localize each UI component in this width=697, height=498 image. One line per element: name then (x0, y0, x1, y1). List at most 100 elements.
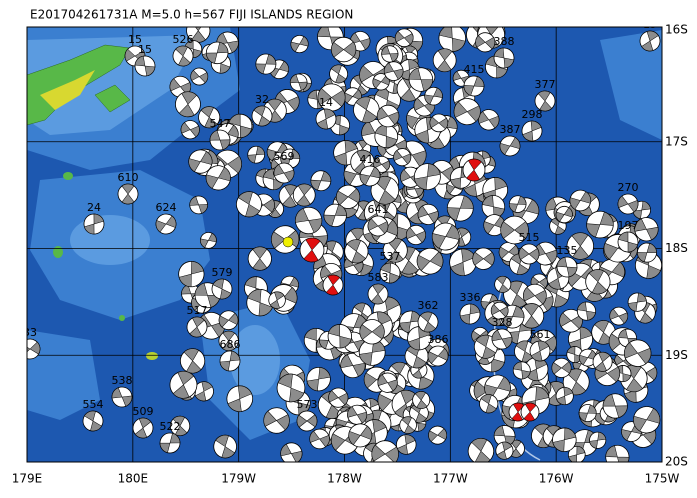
beachball (383, 61, 404, 81)
beachball (211, 278, 233, 300)
beachball-compression (605, 445, 630, 462)
beachball (405, 224, 427, 246)
beachball (576, 301, 597, 321)
beachball (199, 231, 217, 249)
beachball (134, 55, 156, 77)
beachball-compression (522, 120, 542, 142)
beachball-compression (348, 425, 373, 446)
beachball (268, 291, 286, 309)
beachball-compression (290, 36, 309, 52)
beachball (417, 311, 439, 333)
beachball-compression (424, 87, 443, 105)
beachball-compression (371, 444, 399, 462)
beachball (481, 195, 506, 219)
depth-label: 15 (128, 33, 142, 46)
depth-label: 554 (83, 398, 104, 411)
beachball-compression (466, 158, 482, 182)
beachball-compression (475, 35, 496, 50)
beachball (82, 410, 104, 432)
beachball-compression (555, 207, 573, 222)
beachball (393, 148, 412, 167)
beachball-compression (617, 195, 639, 213)
beachball (83, 213, 105, 235)
beachball (602, 393, 628, 419)
beachball (428, 425, 448, 445)
beachball-compression (290, 74, 308, 91)
beachball-compression (523, 402, 537, 422)
beachball (309, 428, 330, 450)
beachball-compression (296, 183, 312, 207)
beachball (589, 431, 607, 449)
beachball-compression (493, 47, 515, 69)
depth-label: 298 (522, 108, 543, 121)
beachball (453, 98, 481, 126)
beachball (358, 339, 386, 366)
beachball-compression (641, 30, 659, 52)
beachball-compression (518, 247, 540, 261)
beachball (186, 316, 208, 338)
beachball (117, 183, 139, 205)
beachball-compression (618, 231, 638, 253)
longitude-label: 179W (221, 472, 256, 486)
beachball-compression (273, 164, 295, 182)
beachball-compression (309, 430, 330, 448)
beachball (408, 67, 434, 92)
beachball (605, 444, 630, 462)
depth-label: 526 (173, 33, 194, 46)
beachball-compression (578, 404, 597, 422)
beachball (330, 36, 357, 63)
beachball-compression (205, 166, 231, 189)
beachball (290, 35, 309, 54)
depth-label: 135 (557, 244, 578, 257)
depth-label: 15 (138, 43, 152, 56)
depth-label: 515 (519, 231, 540, 244)
beachball (567, 326, 594, 352)
beachball-compression (415, 391, 428, 409)
beachball (367, 215, 389, 237)
beachball-compression (609, 308, 628, 324)
beachball-compression (420, 311, 436, 333)
beachball-compression (463, 76, 485, 96)
beachball (323, 203, 347, 228)
beachball-compression (263, 410, 290, 431)
beachball (172, 45, 194, 67)
depth-label: 33 (23, 326, 37, 339)
beachball-compression (537, 90, 553, 112)
depth-label: 569 (274, 150, 295, 163)
beachball-compression (552, 427, 577, 452)
beachball-compression (438, 27, 466, 52)
depth-label: 561 (530, 328, 551, 341)
beachball-compression (237, 191, 261, 218)
beachball-compression (328, 324, 352, 349)
beachball-compression (328, 390, 349, 406)
beachball (344, 239, 369, 264)
beachball (169, 415, 191, 437)
map-title: E201704261731A M=5.0 h=567 FIJI ISLANDS … (30, 8, 353, 22)
depth-label: 387 (500, 123, 521, 136)
beachball (374, 124, 399, 149)
beachball-compression (277, 373, 305, 403)
beachball-compression (577, 301, 596, 321)
beachball-compression (180, 122, 200, 138)
beachball (493, 47, 515, 69)
beachball (637, 242, 657, 263)
latitude-label: 19S (665, 348, 688, 362)
beachball-compression (602, 393, 628, 418)
depth-label: 517 (187, 304, 208, 317)
beachball-compression (447, 195, 474, 221)
beachball-compression (178, 261, 204, 288)
beachball-compression (459, 303, 481, 325)
beachball (175, 91, 201, 118)
depth-label: 547 (210, 117, 231, 130)
depth-label: 624 (156, 201, 177, 214)
map-frame (26, 26, 663, 463)
beachball-compression (417, 205, 439, 224)
beachball (289, 73, 308, 92)
beachball (276, 373, 306, 403)
main-event (282, 236, 294, 248)
beachball (247, 246, 272, 271)
beachball (427, 345, 449, 367)
beachball-compression (134, 417, 152, 439)
